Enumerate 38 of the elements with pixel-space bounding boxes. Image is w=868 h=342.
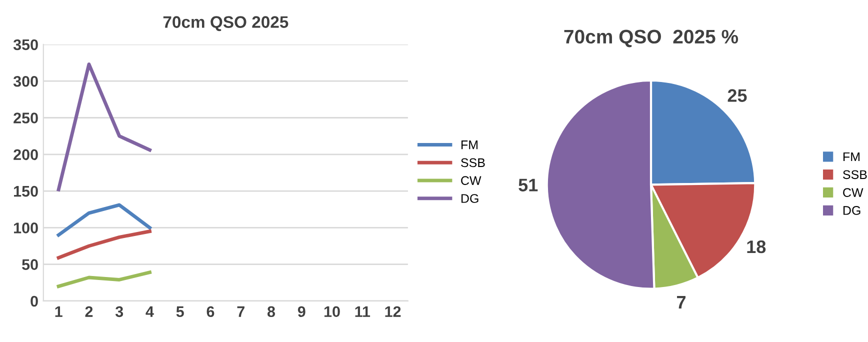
legend-label: CW bbox=[461, 176, 482, 186]
x-tick-label: 4 bbox=[146, 306, 154, 317]
x-tick-label: 3 bbox=[115, 306, 124, 318]
data-label: 18 bbox=[747, 240, 766, 254]
legend-label: SSB bbox=[843, 170, 867, 180]
y-tick-label: 150 bbox=[14, 186, 38, 197]
y-tick-label: 100 bbox=[14, 222, 38, 234]
x-tick-label: 5 bbox=[176, 306, 184, 318]
x-tick-label: 2 bbox=[85, 306, 93, 317]
y-tick-label: 50 bbox=[22, 259, 38, 270]
data-label: 7 bbox=[677, 296, 686, 308]
line-series bbox=[56, 270, 152, 288]
y-tick-label: 300 bbox=[13, 76, 38, 87]
legend-label: FM bbox=[843, 152, 860, 162]
chart-title: 70cm QSO 2025 % bbox=[564, 30, 738, 48]
x-tick-label: 11 bbox=[355, 306, 370, 317]
legend-label: DG bbox=[843, 206, 860, 215]
x-tick-label: 9 bbox=[298, 306, 306, 318]
legend-label: CW bbox=[843, 188, 864, 197]
y-tick-label: 200 bbox=[14, 149, 38, 160]
x-tick-label: 10 bbox=[324, 306, 340, 318]
line-series bbox=[56, 203, 152, 237]
data-label: 51 bbox=[518, 178, 538, 192]
y-tick-label: 250 bbox=[14, 112, 38, 124]
x-tick-label: 12 bbox=[385, 306, 401, 317]
x-tick-label: 8 bbox=[267, 306, 276, 318]
y-tick-label: 0 bbox=[30, 296, 38, 307]
x-tick-label: 1 bbox=[55, 306, 62, 317]
y-tick-label: 350 bbox=[13, 39, 38, 50]
x-tick-label: 7 bbox=[237, 306, 244, 317]
x-tick-label: 6 bbox=[206, 306, 214, 318]
line-series bbox=[56, 62, 152, 192]
line-series bbox=[56, 230, 152, 260]
legend-label: DG bbox=[461, 194, 478, 203]
legend-label: SSB bbox=[461, 158, 485, 168]
data-label: 25 bbox=[728, 89, 747, 102]
legend-label: FM bbox=[461, 140, 478, 150]
chart-title: 70cm QSO 2025 bbox=[163, 16, 288, 32]
